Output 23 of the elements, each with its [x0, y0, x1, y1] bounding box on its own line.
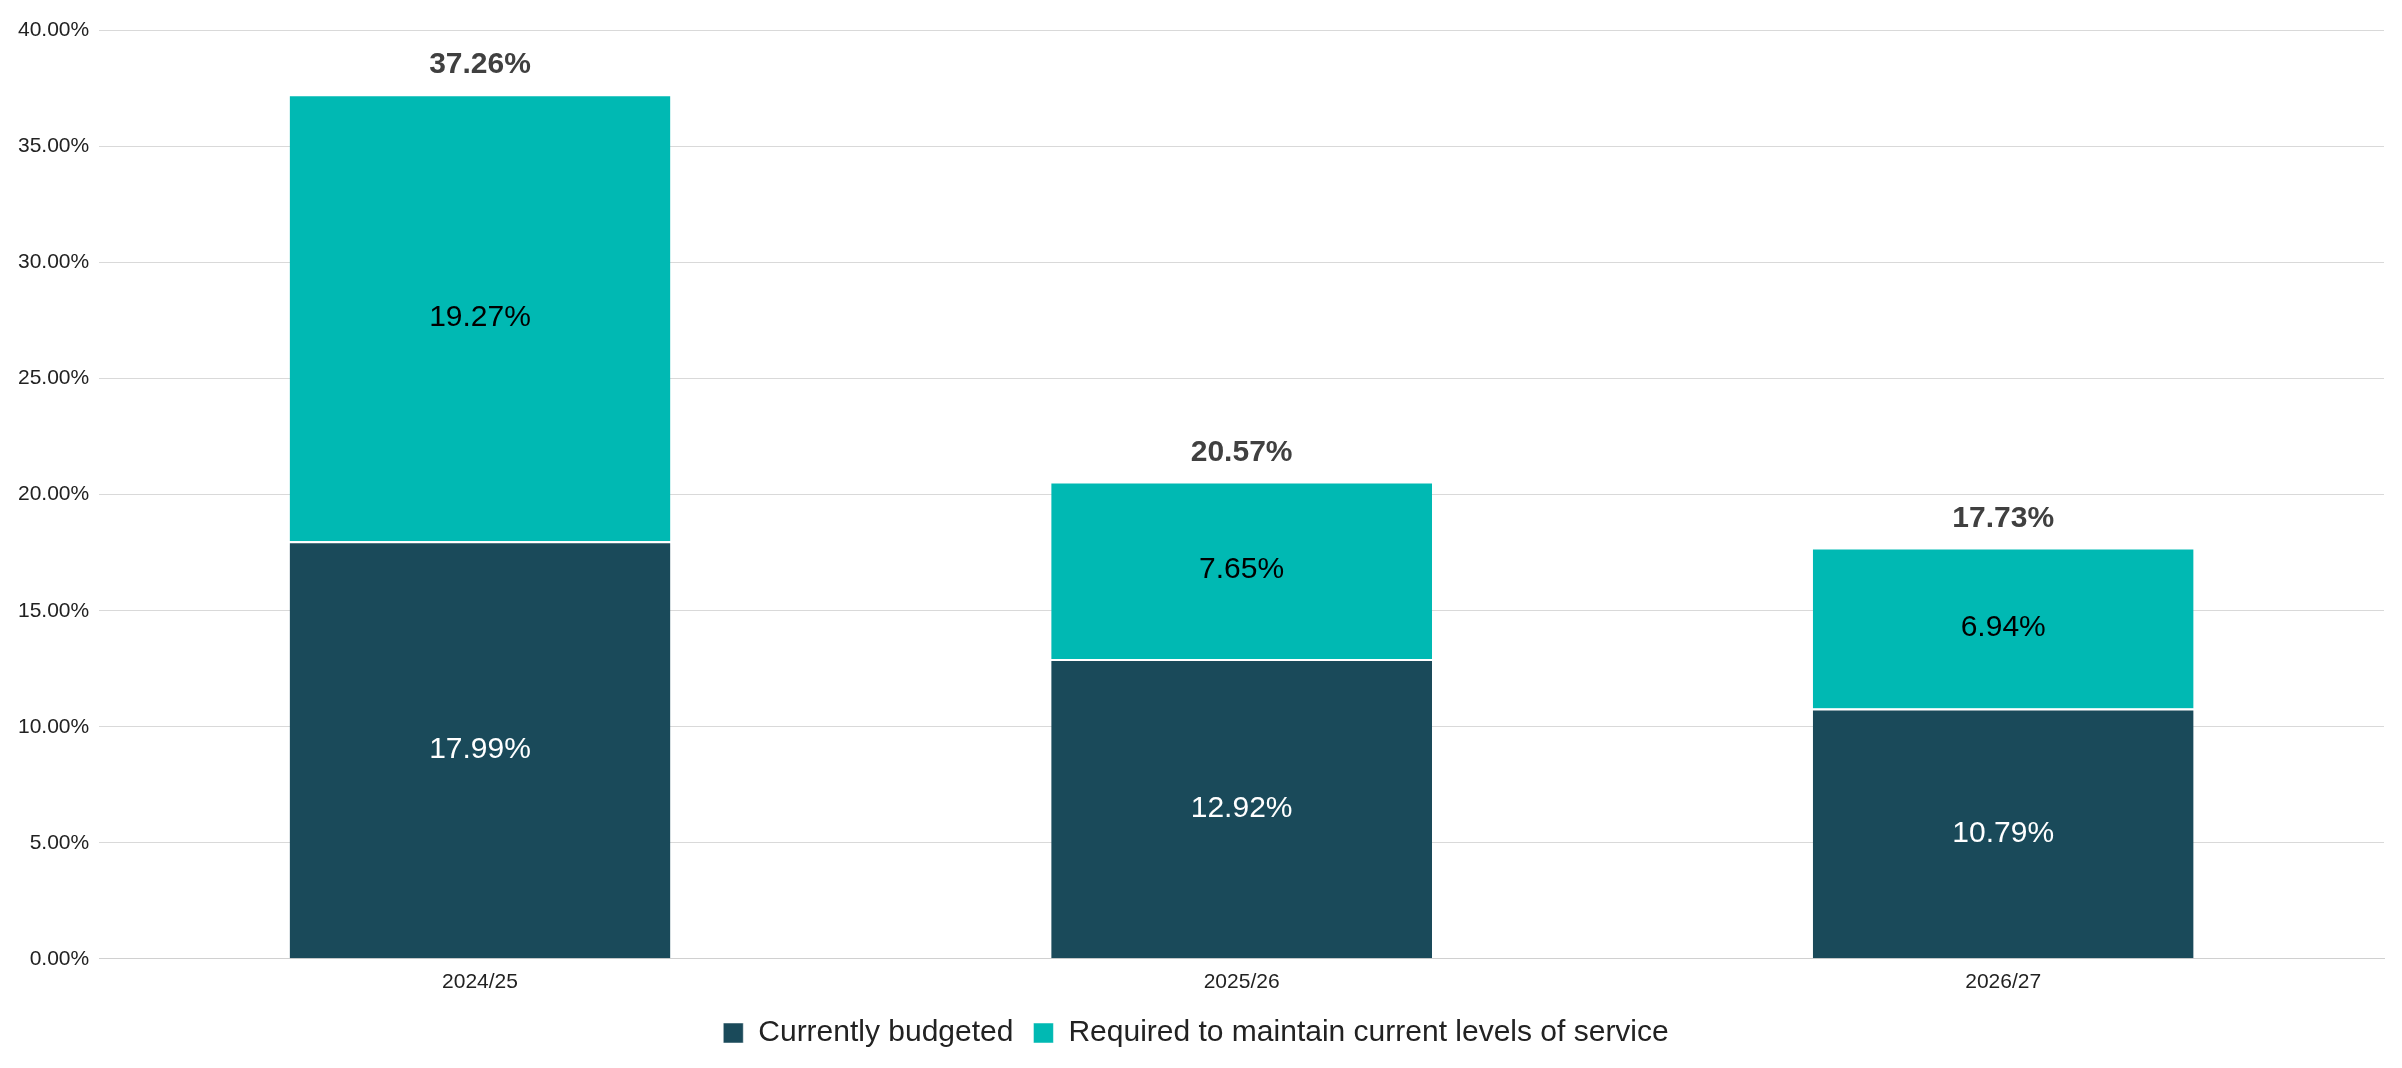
legend-label: Currently budgeted: [758, 1014, 1014, 1048]
data-label: 7.65%: [1199, 551, 1285, 585]
data-label: 19.27%: [429, 299, 531, 333]
y-tick-label: 20.00%: [17, 481, 90, 505]
x-tick-label: 2025/26: [1203, 969, 1280, 993]
data-label: 10.79%: [1952, 814, 2055, 848]
y-tick-label: 40.00%: [17, 17, 90, 41]
total-label: 17.73%: [1952, 499, 2055, 533]
data-label: 6.94%: [1960, 609, 2046, 643]
data-label: 17.99%: [429, 731, 531, 765]
y-tick-label: 30.00%: [17, 249, 90, 273]
y-tick-label: 35.00%: [17, 133, 90, 157]
x-tick-label: 2024/25: [442, 969, 518, 993]
total-label: 20.57%: [1190, 433, 1293, 467]
y-tick-label: 0.00%: [29, 945, 90, 969]
y-tick-label: 15.00%: [17, 597, 90, 621]
y-tick-label: 5.00%: [29, 829, 90, 853]
y-tick-label: 10.00%: [17, 713, 90, 737]
total-label: 37.26%: [429, 46, 531, 80]
legend-label: Required to maintain current levels of service: [1068, 1014, 1669, 1048]
y-tick-label: 25.00%: [17, 365, 90, 389]
x-tick-label: 2026/27: [1965, 969, 2042, 993]
data-label: 12.92%: [1190, 789, 1293, 823]
